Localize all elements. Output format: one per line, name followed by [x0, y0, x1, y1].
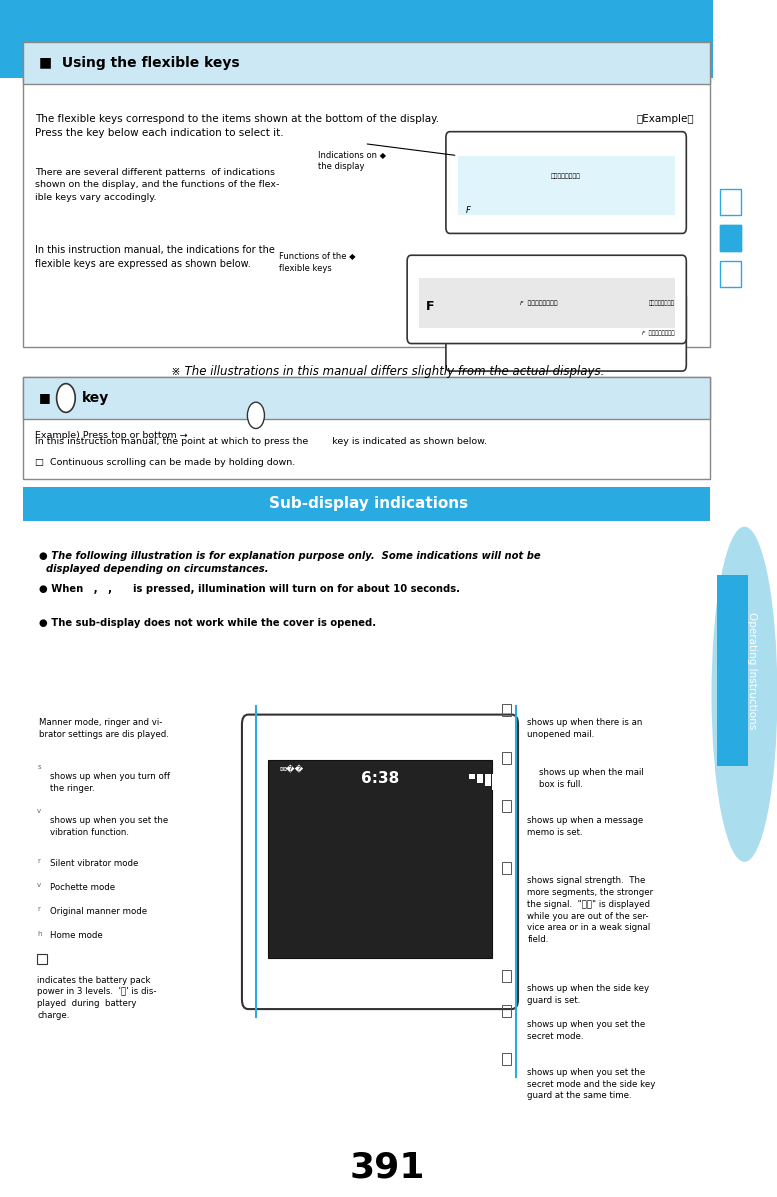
Circle shape	[57, 383, 75, 413]
FancyBboxPatch shape	[446, 292, 686, 371]
Text: F: F	[426, 299, 434, 312]
FancyBboxPatch shape	[23, 377, 709, 419]
Circle shape	[247, 402, 264, 429]
Text: v: v	[37, 808, 41, 814]
Text: ● The sub-display does not work while the cover is opened.: ● The sub-display does not work while th…	[39, 618, 376, 627]
Text: shows signal strength.  The
more segments, the stronger
the signal.  "圈外" is dis: shows signal strength. The more segments…	[528, 876, 653, 944]
Text: Silent vibrator mode: Silent vibrator mode	[51, 859, 139, 869]
FancyBboxPatch shape	[407, 255, 686, 344]
FancyBboxPatch shape	[485, 774, 491, 786]
FancyBboxPatch shape	[720, 225, 741, 251]
Text: F  メモ文字／マナー: F メモ文字／マナー	[642, 330, 674, 336]
FancyBboxPatch shape	[493, 774, 499, 790]
Text: The flexible keys correspond to the items shown at the bottom of the display.
Pr: The flexible keys correspond to the item…	[35, 114, 439, 138]
Text: ■: ■	[39, 391, 51, 405]
Text: shows up when there is an
unopened mail.: shows up when there is an unopened mail.	[528, 718, 643, 739]
Text: r: r	[37, 858, 40, 864]
Text: In this instruction manual, the point at which to press the        key is indica: In this instruction manual, the point at…	[35, 437, 487, 446]
FancyBboxPatch shape	[23, 42, 709, 84]
Text: There are several different patterns  of indications
shown on the display, and t: There are several different patterns of …	[35, 168, 279, 201]
Text: ● When   ,   ,      is pressed, illumination will turn on for about 10 seconds.: ● When , , is pressed, illumination will…	[39, 584, 460, 594]
Text: s: s	[37, 764, 41, 770]
Text: 391: 391	[350, 1150, 426, 1184]
Text: Indications on ◆
the display: Indications on ◆ the display	[318, 150, 386, 171]
Text: ※ The illustrations in this manual differs slightly from the actual displays.: ※ The illustrations in this manual diffe…	[171, 365, 605, 378]
FancyBboxPatch shape	[713, 0, 775, 78]
Text: Home mode: Home mode	[51, 931, 103, 941]
Text: shows up when you set the
secret mode.: shows up when you set the secret mode.	[528, 1020, 646, 1040]
Text: key: key	[82, 391, 109, 405]
Text: F  メモ文字／マナー: F メモ文字／マナー	[520, 300, 557, 306]
FancyBboxPatch shape	[242, 715, 518, 1009]
Text: ✉��: ✉��	[279, 765, 304, 774]
Ellipse shape	[712, 527, 777, 862]
Text: Sub-display indications: Sub-display indications	[269, 497, 468, 511]
FancyBboxPatch shape	[477, 774, 483, 783]
Text: Operating Instructions: Operating Instructions	[747, 612, 758, 729]
Text: メモ文字／マナー: メモ文字／マナー	[551, 174, 581, 180]
Text: shows up when the mail
box is full.: shows up when the mail box is full.	[539, 768, 643, 789]
Text: v: v	[37, 882, 41, 888]
FancyBboxPatch shape	[458, 156, 674, 215]
Text: ● The following illustration is for explanation purpose only.  Some indications : ● The following illustration is for expl…	[39, 551, 540, 573]
FancyBboxPatch shape	[720, 225, 741, 251]
Text: F: F	[465, 206, 470, 215]
FancyBboxPatch shape	[23, 42, 709, 347]
FancyBboxPatch shape	[458, 315, 674, 356]
Text: shows up when you set the
secret mode and the side key
guard at the same time.: shows up when you set the secret mode an…	[528, 1068, 656, 1100]
Text: Example) Press top or bottom →: Example) Press top or bottom →	[35, 431, 211, 440]
Text: shows up when you set the
vibration function.: shows up when you set the vibration func…	[51, 816, 169, 837]
Text: r: r	[37, 906, 40, 912]
FancyBboxPatch shape	[0, 0, 713, 78]
FancyBboxPatch shape	[469, 774, 476, 779]
Text: h: h	[37, 931, 42, 937]
Text: Manner mode, ringer and vi-
brator settings are dis played.: Manner mode, ringer and vi- brator setti…	[39, 718, 169, 739]
Text: Original manner mode: Original manner mode	[51, 907, 148, 917]
Text: shows up when you turn off
the ringer.: shows up when you turn off the ringer.	[51, 772, 170, 792]
Text: □  Continuous scrolling can be made by holding down.: □ Continuous scrolling can be made by ho…	[35, 457, 295, 467]
Text: ■  Using the flexible keys: ■ Using the flexible keys	[39, 56, 239, 69]
FancyBboxPatch shape	[23, 487, 709, 521]
Text: Functions of the ◆
flexible keys: Functions of the ◆ flexible keys	[279, 251, 356, 273]
Text: shows up when the side key
guard is set.: shows up when the side key guard is set.	[528, 984, 650, 1004]
Text: メモ文字／マナー: メモ文字／マナー	[649, 300, 674, 306]
Text: shows up when a message
memo is set.: shows up when a message memo is set.	[528, 816, 643, 837]
FancyBboxPatch shape	[267, 760, 493, 958]
Text: 〈Example〉: 〈Example〉	[636, 114, 694, 123]
FancyBboxPatch shape	[446, 132, 686, 233]
Text: indicates the battery pack
power in 3 levels.  '「' is dis-
played  during  batte: indicates the battery pack power in 3 le…	[37, 976, 157, 1020]
Text: Pochette mode: Pochette mode	[51, 883, 116, 893]
FancyBboxPatch shape	[720, 261, 741, 287]
Text: 6:38: 6:38	[361, 771, 399, 785]
Text: In this instruction manual, the indications for the
flexible keys are expressed : In this instruction manual, the indicati…	[35, 245, 275, 269]
FancyBboxPatch shape	[419, 278, 674, 328]
FancyBboxPatch shape	[717, 575, 748, 766]
FancyBboxPatch shape	[23, 377, 709, 479]
FancyBboxPatch shape	[720, 189, 741, 215]
